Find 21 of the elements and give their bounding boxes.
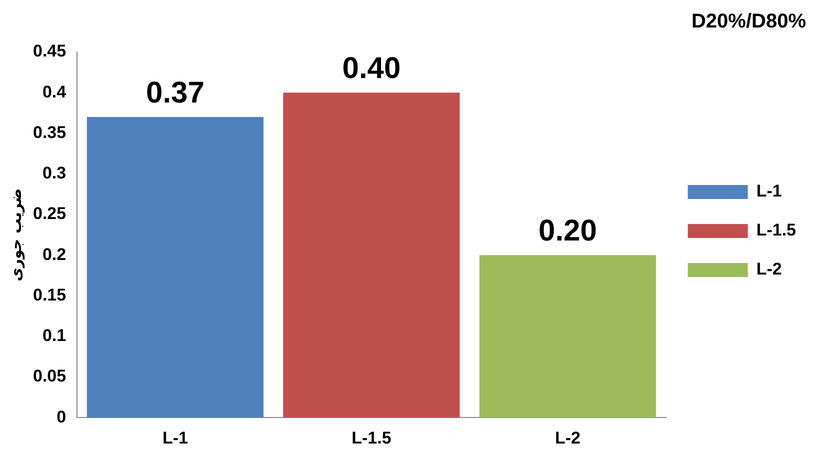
y-tick-label: 0.4: [42, 82, 67, 102]
x-tick-label: L-1.5: [352, 428, 392, 448]
data-label: 0.37: [146, 76, 204, 110]
legend-label: L-2: [756, 260, 782, 279]
x-tick-label: L-2: [554, 428, 580, 448]
y-tick-label: 0.35: [32, 122, 66, 142]
y-axis-title: ضریب جوری: [6, 188, 25, 282]
x-tick-label: L-1: [162, 428, 188, 448]
y-tick-label: 0.05: [32, 366, 66, 386]
data-label: 0.40: [342, 52, 401, 85]
data-label: 0.20: [538, 214, 597, 248]
y-tick-label: 0.1: [42, 326, 66, 346]
y-tick-label: 0.25: [32, 204, 66, 224]
y-tick-label: 0.45: [32, 42, 66, 61]
y-tick-label: 0.15: [32, 285, 66, 304]
y-tick-label: 0.2: [42, 244, 66, 264]
text: D20%/D80%: [691, 10, 806, 33]
legend-label: L-1.5: [756, 220, 796, 240]
legend-label: L-1: [756, 182, 782, 201]
y-tick-label: 0: [56, 407, 66, 426]
y-tick-label: 0.3: [42, 164, 66, 183]
